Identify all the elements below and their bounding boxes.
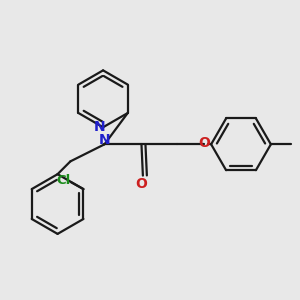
Text: N: N	[99, 133, 110, 147]
Text: Cl: Cl	[56, 174, 71, 187]
Text: N: N	[94, 120, 106, 134]
Text: O: O	[198, 136, 210, 150]
Text: O: O	[136, 177, 147, 191]
